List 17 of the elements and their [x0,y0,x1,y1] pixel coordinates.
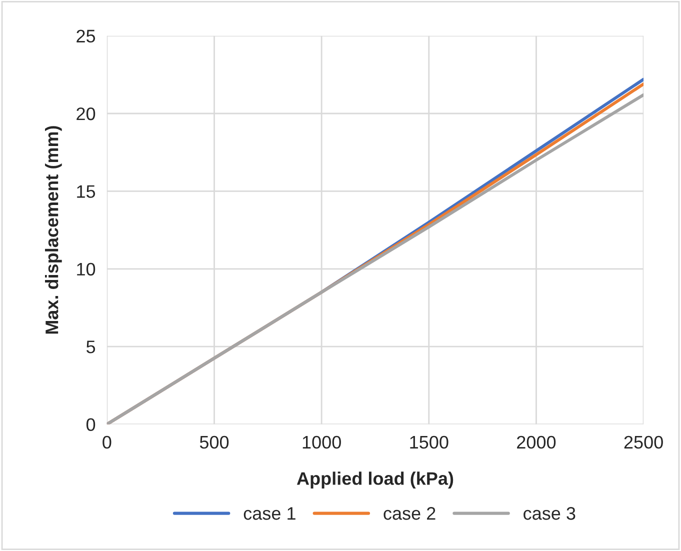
y-tick-label: 0 [86,418,96,431]
x-tick-label: 500 [200,436,229,449]
x-axis-title: Applied load (kPa) [296,472,454,488]
y-tick-label: 25 [76,30,96,43]
x-tick-label: 1500 [410,436,448,449]
legend-label: case 2 [384,507,436,520]
x-tick-label: 1000 [302,436,341,449]
x-tick-label: 0 [102,436,112,449]
x-tick-label: 2500 [624,436,663,449]
legend-label: case 1 [244,507,296,520]
y-tick-label: 10 [77,262,96,276]
y-tick-label: 20 [76,107,96,120]
y-tick-label: 15 [77,185,96,198]
x-tick-label: 2000 [517,436,556,449]
y-tick-label: 5 [86,340,96,354]
y-axis-title: Max. displacement (mm) [45,126,62,334]
legend-label: case 3 [524,507,576,520]
